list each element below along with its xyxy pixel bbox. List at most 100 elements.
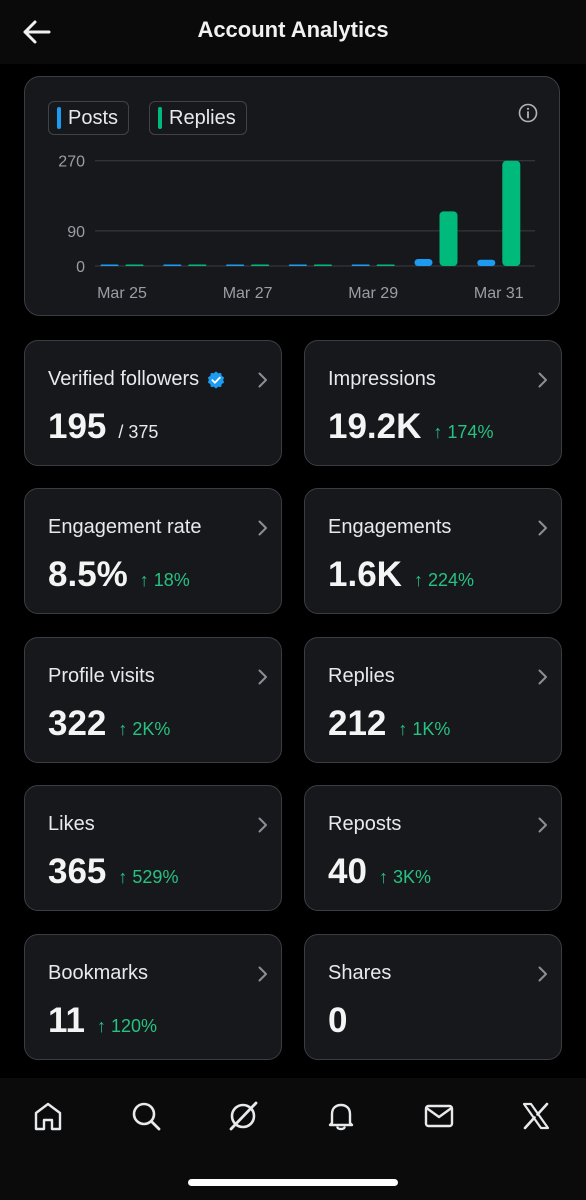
legend-label-replies: Replies	[169, 106, 236, 129]
verified-badge-icon	[208, 370, 225, 389]
y-tick-label: 90	[67, 224, 85, 241]
chevron-right-icon	[538, 669, 547, 685]
bar-posts-mar-27	[226, 264, 245, 266]
search-icon[interactable]	[128, 1098, 164, 1134]
chevron-right-icon	[258, 669, 267, 685]
stat-value-row: 212 ↑ 1K%	[328, 704, 450, 744]
stat-card-replies[interactable]: Replies 212 ↑ 1K%	[304, 637, 562, 763]
stat-value-row: 19.2K ↑ 174%	[328, 407, 493, 447]
bar-chart: 0 90 270 Mar 25 Mar 27 Mar 29 Mar 31	[58, 154, 535, 302]
chevron-right-icon	[538, 372, 547, 388]
x-tick-label: Mar 29	[348, 285, 398, 302]
stat-value-row: 322 ↑ 2K%	[48, 704, 170, 744]
stat-label-text: Profile visits	[48, 665, 155, 687]
home-icon[interactable]	[30, 1098, 66, 1134]
stat-value-row: 40 ↑ 3K%	[328, 852, 431, 892]
stat-value: 11	[48, 1001, 85, 1040]
stat-label: Impressions	[328, 368, 436, 391]
bar-posts-mar-31	[477, 259, 496, 266]
chevron-right-icon	[538, 520, 547, 536]
stat-card-likes[interactable]: Likes 365 ↑ 529%	[24, 785, 282, 911]
stat-label-text: Likes	[48, 813, 95, 835]
stat-total: / 375	[118, 422, 159, 442]
bar-replies-mar-26	[188, 264, 207, 266]
stat-label: Replies	[328, 665, 395, 688]
replies-swatch	[158, 107, 162, 129]
stat-card-engagements[interactable]: Engagements 1.6K ↑ 224%	[304, 488, 562, 614]
stat-card-impressions[interactable]: Impressions 19.2K ↑ 174%	[304, 340, 562, 466]
bar-posts-mar-28	[288, 264, 307, 266]
stat-value: 0	[328, 1001, 348, 1040]
page-title: Account Analytics	[197, 17, 389, 42]
stat-value-row: 195 / 375	[48, 407, 158, 447]
bar-replies-mar-28	[313, 264, 332, 266]
y-tick-label: 0	[76, 259, 85, 276]
stat-value-row: 8.5% ↑ 18%	[48, 555, 190, 595]
top-bar: Account Analytics	[0, 0, 586, 64]
stat-label-text: Impressions	[328, 368, 436, 390]
x-tick-label: Mar 31	[474, 285, 524, 302]
y-tick-label: 270	[58, 154, 85, 171]
stat-card-reposts[interactable]: Reposts 40 ↑ 3K%	[304, 785, 562, 911]
bar-replies-mar-31	[502, 160, 521, 266]
chevron-right-icon	[538, 966, 547, 982]
stat-label: Engagement rate	[48, 516, 201, 539]
stat-label-text: Engagement rate	[48, 516, 202, 538]
legend-label-posts: Posts	[68, 106, 119, 129]
x-tick-label: Mar 27	[223, 285, 273, 302]
stat-value: 8.5%	[48, 555, 128, 594]
stat-label-text: Replies	[328, 665, 395, 687]
mail-icon[interactable]	[421, 1098, 457, 1134]
bar-posts-mar-29	[351, 264, 370, 266]
bar-posts-mar-30	[414, 258, 433, 266]
chevron-right-icon	[538, 817, 547, 833]
bar-replies-mar-29	[376, 264, 395, 266]
x-tick-label: Mar 25	[97, 285, 147, 302]
bar-replies-mar-25	[125, 264, 144, 266]
chevron-right-icon	[258, 520, 267, 536]
chevron-right-icon	[258, 966, 267, 982]
stat-label: Engagements	[328, 516, 451, 539]
stat-change: ↑ 174%	[433, 422, 494, 442]
bar-replies-mar-30	[439, 211, 458, 266]
stat-change: ↑ 529%	[118, 867, 179, 887]
stat-card-shares[interactable]: Shares 0	[304, 934, 562, 1060]
stat-change: ↑ 18%	[139, 570, 190, 590]
back-arrow-icon[interactable]	[16, 14, 56, 50]
stat-value: 19.2K	[328, 407, 422, 446]
stat-value: 365	[48, 852, 107, 891]
legend-chip-replies[interactable]: Replies	[149, 101, 247, 135]
stat-label: Bookmarks	[48, 962, 148, 985]
stat-label: Profile visits	[48, 665, 155, 688]
stat-label-text: Reposts	[328, 813, 402, 835]
stat-card-verified-followers[interactable]: Verified followers 195 / 375	[24, 340, 282, 466]
bar-posts-mar-25	[100, 264, 119, 266]
stat-label-text: Engagements	[328, 516, 452, 538]
chevron-right-icon	[258, 372, 267, 388]
stat-value-row: 11 ↑ 120%	[48, 1001, 157, 1041]
stat-card-engagement-rate[interactable]: Engagement rate 8.5% ↑ 18%	[24, 488, 282, 614]
stat-value-row: 1.6K ↑ 224%	[328, 555, 474, 595]
info-icon[interactable]	[517, 102, 539, 124]
bell-icon[interactable]	[323, 1098, 359, 1134]
stat-card-profile-visits[interactable]: Profile visits 322 ↑ 2K%	[24, 637, 282, 763]
stat-value: 212	[328, 704, 387, 743]
stat-change: ↑ 120%	[97, 1016, 158, 1036]
stat-value-row: 365 ↑ 529%	[48, 852, 178, 892]
x-logo-icon[interactable]	[518, 1098, 554, 1134]
legend-chip-posts[interactable]: Posts	[48, 101, 130, 135]
stat-change: ↑ 3K%	[378, 867, 431, 887]
stat-value: 40	[328, 852, 367, 891]
stat-change: ↑ 1K%	[398, 719, 451, 739]
stat-label: Shares	[328, 962, 391, 985]
stat-label-text: Bookmarks	[48, 962, 149, 984]
stat-label: Reposts	[328, 813, 401, 836]
activity-chart-card: Posts Replies 0 90 270 Mar 25 Mar 27 Mar 29 Ma…	[24, 76, 560, 316]
chevron-right-icon	[258, 817, 267, 833]
stat-change: ↑ 2K%	[118, 719, 171, 739]
posts-swatch	[57, 107, 61, 129]
grok-icon[interactable]	[225, 1098, 261, 1134]
stat-value: 322	[48, 704, 107, 743]
stat-card-bookmarks[interactable]: Bookmarks 11 ↑ 120%	[24, 934, 282, 1060]
home-indicator[interactable]	[188, 1179, 398, 1186]
